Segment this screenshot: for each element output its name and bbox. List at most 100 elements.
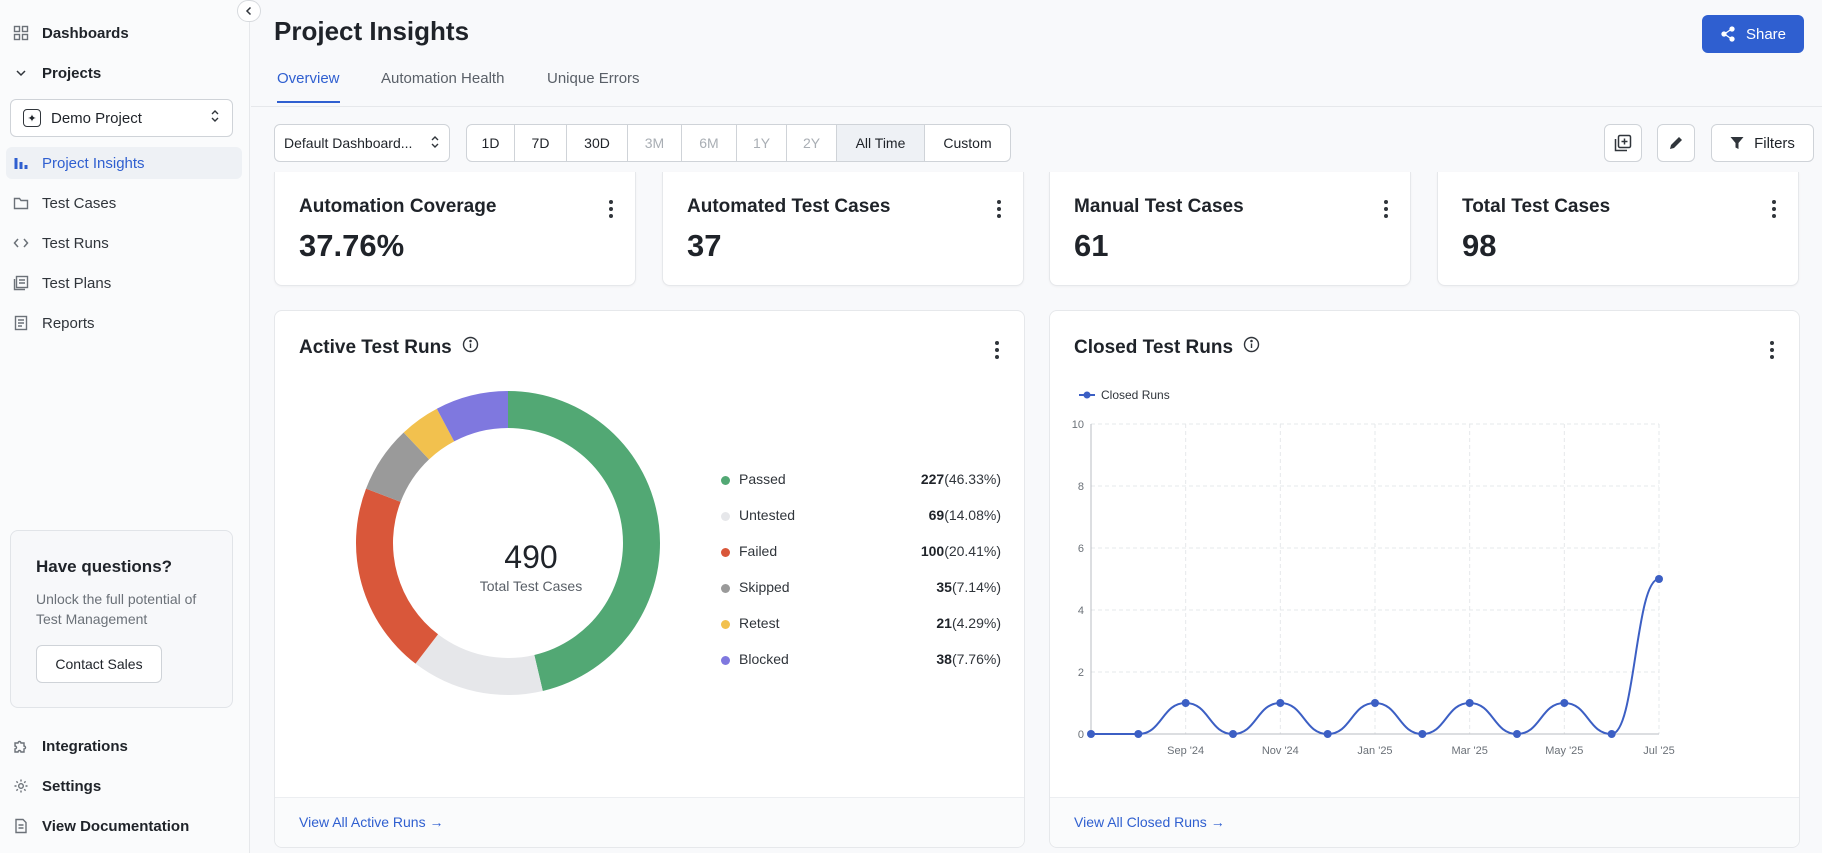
range-7d[interactable]: 7D [515,125,567,161]
sidebar-item-label: Test Plans [42,274,112,292]
y-tick-label: 2 [1078,667,1084,679]
data-point[interactable] [1276,699,1285,707]
panel-footer: View All Closed Runs → [1050,797,1799,847]
contact-sales-button[interactable]: Contact Sales [36,645,162,683]
data-point[interactable] [1323,730,1332,738]
x-tick-label: May '25 [1545,745,1583,757]
kpi-card-total-test-cases: Total Test Cases 98 [1437,172,1799,286]
kebab-menu-icon[interactable] [988,339,1006,361]
legend-label: Closed Runs [1101,388,1170,402]
updown-chevron-icon [430,135,440,152]
legend-marker [1083,391,1091,399]
sidebar-item-test-plans[interactable]: Test Plans [12,267,111,299]
kebab-menu-icon[interactable] [990,198,1008,220]
range-1d[interactable]: 1D [467,125,515,161]
sidebar-item-label: Integrations [42,737,128,755]
legend-swatch [721,620,730,629]
donut-slice-failed[interactable] [356,488,439,664]
data-point[interactable] [1513,730,1521,738]
sidebar-item-test-cases[interactable]: Test Cases [12,187,116,219]
donut-slice-skipped[interactable] [366,432,430,502]
sidebar-item-integrations[interactable]: Integrations [12,730,128,762]
x-tick-label: Nov '24 [1262,745,1299,757]
add-widget-icon [1614,134,1632,152]
legend-name: Blocked [739,651,789,667]
share-button[interactable]: Share [1702,15,1804,53]
view-all-active-runs-link[interactable]: View All Active Runs → [299,814,444,830]
sidebar-item-label: Reports [42,314,95,332]
legend-item: Retest 21(4.29%) [721,615,1001,635]
range-6m[interactable]: 6M [682,125,737,161]
project-icon: ✦ [23,109,41,127]
kpi-card-automation-coverage: Automation Coverage 37.76% [274,172,636,286]
data-point[interactable] [1371,699,1379,707]
data-point[interactable] [1229,730,1237,738]
sidebar-item-reports[interactable]: Reports [12,307,95,339]
kebab-menu-icon[interactable] [1765,198,1783,220]
code-icon [12,234,30,252]
view-all-closed-runs-link[interactable]: View All Closed Runs → [1074,814,1225,830]
range-30d[interactable]: 30D [567,125,628,161]
data-point[interactable] [1607,730,1616,738]
donut-slice-blocked[interactable] [436,391,508,442]
project-name: Demo Project [51,109,142,127]
add-widget-button[interactable] [1604,124,1642,162]
legend-value: 35(7.14%) [936,579,1001,595]
data-point[interactable] [1418,730,1427,738]
kpi-value: 98 [1462,228,1497,263]
info-icon[interactable] [462,336,479,359]
info-icon[interactable] [1243,336,1260,359]
kebab-menu-icon[interactable] [1377,198,1395,220]
dashboard-select[interactable]: Default Dashboard... [274,124,450,162]
data-point[interactable] [1560,699,1569,707]
tab-automation-health[interactable]: Automation Health [381,70,505,87]
range-custom[interactable]: Custom [943,135,992,151]
legend-value: 227(46.33%) [920,471,1001,487]
data-point[interactable] [1465,699,1474,707]
collapse-sidebar-button[interactable] [237,0,261,22]
range-all-time[interactable]: All Time [837,125,925,161]
tab-unique-errors[interactable]: Unique Errors [547,70,640,87]
data-point[interactable] [1087,730,1095,738]
donut-chart [356,391,660,695]
sidebar-item-label: Settings [42,777,102,795]
sidebar-item-label: Test Runs [42,234,109,252]
sidebar-item-label: Projects [42,64,102,82]
data-point[interactable] [1181,699,1190,707]
sidebar-item-view-documentation[interactable]: View Documentation [12,810,189,842]
folder-icon [12,194,30,212]
sidebar-item-label: Project Insights [42,154,145,172]
sidebar-item-label: View Documentation [42,817,190,835]
edit-button[interactable] [1657,124,1695,162]
range-3m[interactable]: 3M [628,125,682,161]
legend-swatch [721,584,730,593]
data-point[interactable] [1134,730,1143,738]
donut-total: 490 [504,539,558,575]
project-select[interactable]: ✦ Demo Project [10,99,233,137]
range-1y[interactable]: 1Y [737,125,787,161]
sidebar-item-projects[interactable]: Projects [12,57,101,89]
sidebar-item-label: Test Cases [42,194,117,212]
sidebar-item-settings[interactable]: Settings [12,770,101,802]
donut-total-label: Total Test Cases [479,578,583,594]
filters-button[interactable]: Filters [1711,124,1814,162]
share-icon [1721,26,1735,42]
data-point[interactable] [1655,575,1663,583]
sidebar-item-dashboards[interactable]: Dashboards [12,17,129,49]
donut-slice-retest[interactable] [403,408,455,460]
updown-chevron-icon [210,109,220,127]
x-tick-label: Sep '24 [1167,745,1204,757]
kebab-menu-icon[interactable] [1763,339,1781,361]
chevron-down-icon [12,64,30,82]
tab-overview[interactable]: Overview [277,70,340,103]
range-2y[interactable]: 2Y [787,125,837,161]
dashboard-select-value: Default Dashboard... [284,135,413,151]
legend-name: Untested [739,507,796,523]
time-range-group: 1D 7D 30D 3M 6M 1Y 2Y All Time Custom [466,124,1011,162]
sidebar-item-project-insights[interactable]: Project Insights [6,147,242,179]
sidebar-item-test-runs[interactable]: Test Runs [12,227,109,259]
donut-slice-passed[interactable] [508,391,660,691]
donut-slice-untested[interactable] [415,634,543,695]
kebab-menu-icon[interactable] [602,198,620,220]
panel-title: Active Test Runs [299,336,479,359]
